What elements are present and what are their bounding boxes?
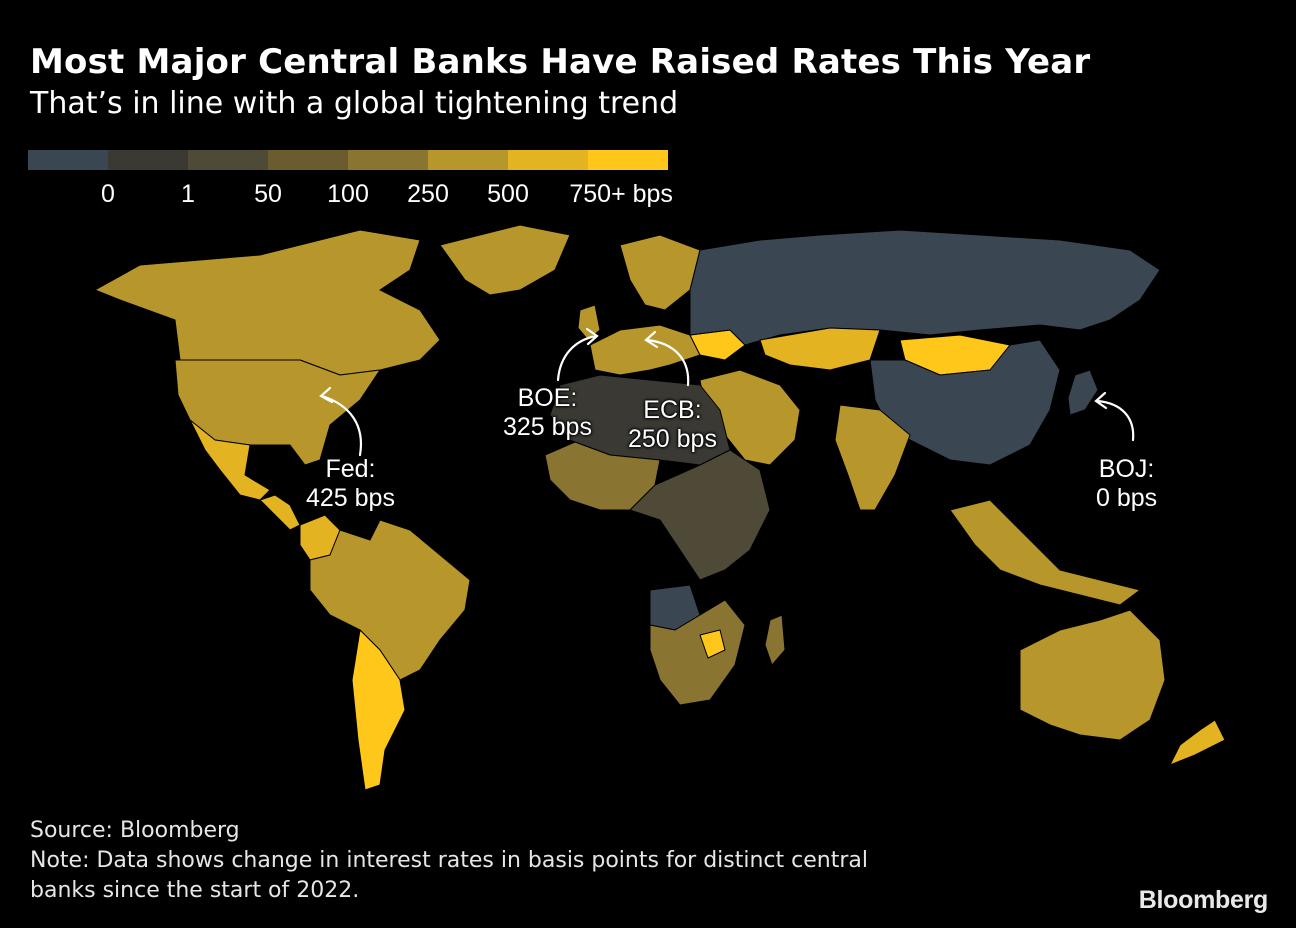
region-south-america — [309, 519, 471, 681]
region-southern-africa — [649, 599, 746, 706]
legend-label-6: 750+ bps — [569, 180, 673, 208]
region-southeast-asia — [949, 499, 1141, 606]
legend-label-0: 0 — [101, 180, 115, 208]
bloomberg-logo: Bloomberg — [1138, 886, 1269, 914]
legend-swatch-3 — [268, 150, 348, 170]
boj-arrow-head — [1094, 391, 1108, 410]
region-western-europe — [589, 324, 701, 376]
legend-label-3: 100 — [327, 180, 369, 208]
region-central-africa — [629, 449, 771, 581]
legend-label-2: 50 — [254, 180, 282, 208]
ecb-name: ECB: — [643, 396, 702, 424]
ecb-label: ECB: 250 bps — [628, 396, 717, 454]
legend-swatch-4 — [348, 150, 428, 170]
region-central-america — [259, 494, 301, 531]
legend-swatch-7 — [588, 150, 668, 170]
boj-name: BOJ: — [1098, 455, 1155, 483]
chart-title: Most Major Central Banks Have Raised Rat… — [30, 42, 1091, 82]
region-new-zealand — [1169, 719, 1226, 766]
fed-label: Fed: 425 bps — [306, 455, 395, 513]
region-madagascar — [764, 614, 786, 666]
boe-arrow — [556, 334, 598, 382]
color-legend: 0 1 50 100 250 500 750+ bps — [28, 150, 688, 220]
note-line-1: Note: Data shows change in interest rate… — [30, 848, 868, 873]
region-japan — [1067, 369, 1099, 416]
legend-swatch-1 — [108, 150, 188, 170]
legend-swatch-2 — [188, 150, 268, 170]
region-australia — [1019, 609, 1166, 741]
footer-notes: Source: Bloomberg Note: Data shows chang… — [30, 816, 868, 906]
region-india — [834, 404, 911, 511]
fed-value: 425 bps — [306, 484, 395, 512]
legend-label-4: 250 — [407, 180, 449, 208]
region-scandinavia — [619, 234, 701, 311]
chart-subtitle: That’s in line with a global tightening … — [30, 86, 679, 121]
region-kazakhstan — [759, 327, 881, 371]
region-canada — [94, 229, 441, 376]
legend-label-1: 1 — [181, 180, 195, 208]
boe-label: BOE: 325 bps — [503, 384, 592, 442]
region-zimbabwe — [699, 629, 726, 659]
source-text: Source: Bloomberg — [30, 818, 240, 843]
ecb-arrow-head — [644, 330, 659, 349]
boj-value: 0 bps — [1096, 484, 1158, 512]
region-mexico — [189, 419, 271, 501]
fed-arrow — [320, 394, 363, 457]
fed-arrow-head — [319, 386, 334, 404]
boj-label: BOJ: 0 bps — [1096, 455, 1157, 513]
region-greenland — [439, 224, 571, 296]
region-argentina — [351, 629, 406, 791]
ecb-value: 250 bps — [628, 425, 717, 453]
world-map — [94, 224, 1226, 791]
fed-name: Fed: — [325, 455, 376, 483]
boj-arrow — [1095, 399, 1135, 442]
legend-swatch-5 — [428, 150, 508, 170]
boe-value: 325 bps — [503, 413, 592, 441]
ecb-arrow — [645, 338, 690, 387]
boe-arrow-head — [585, 327, 599, 346]
boe-name: BOE: — [517, 384, 578, 412]
region-russia — [689, 229, 1161, 346]
legend-label-5: 500 — [487, 180, 529, 208]
legend-swatch-6 — [508, 150, 588, 170]
note-line-2: banks since the start of 2022. — [30, 878, 360, 903]
legend-swatch-0 — [28, 150, 108, 170]
